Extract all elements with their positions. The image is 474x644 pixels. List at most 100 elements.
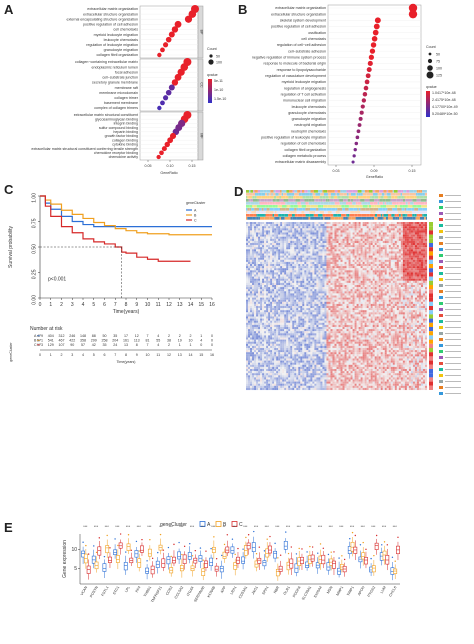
heatmap-cell [302, 306, 305, 309]
heatmap-cell [270, 232, 273, 235]
heatmap-cell [318, 222, 321, 225]
heatmap-cell [360, 247, 363, 250]
legend-q-value: 4.17700*10e-49 [432, 105, 458, 109]
heatmap-cell [292, 314, 295, 317]
x-tick-label: 15 [198, 302, 204, 308]
heatmap-cell [352, 282, 355, 286]
heatmap-cell [306, 306, 309, 309]
heatmap-cell [308, 228, 311, 231]
heatmap-cell [422, 308, 426, 311]
heatmap-cell [248, 306, 251, 309]
heatmap-cell [358, 291, 361, 294]
panel-c-letter: C [4, 182, 14, 197]
heatmap-cell [420, 243, 424, 246]
heatmap-cell [340, 285, 343, 288]
heatmap-cell [352, 240, 355, 244]
heatmap-cell [402, 266, 405, 269]
heatmap-cell [294, 247, 297, 250]
heatmap-cell [404, 306, 407, 309]
heatmap-cell [326, 226, 329, 229]
annotation-cell [393, 205, 396, 208]
heatmap-cell [366, 293, 369, 296]
heatmap-cell [276, 276, 279, 279]
heatmap-cell [290, 297, 293, 300]
heatmap-cell [410, 285, 413, 288]
heatmap-cell [308, 274, 311, 277]
heatmap-cell [276, 234, 279, 237]
heatmap-cell [292, 297, 295, 300]
annotation-cell [355, 205, 360, 208]
heatmap-cell [264, 261, 267, 265]
heatmap-cell [284, 249, 287, 252]
heatmap-cell [250, 303, 253, 307]
heatmap-cell [312, 222, 315, 225]
heatmap-cell [326, 303, 329, 307]
heatmap-cell [296, 232, 299, 235]
annotation-cell [309, 214, 314, 217]
heatmap-cell [312, 270, 315, 273]
heatmap-cell [310, 261, 313, 265]
annotation-cell [386, 193, 388, 196]
heatmap-cell [260, 261, 263, 265]
heatmap-cell [360, 236, 363, 239]
heatmap-cell [276, 230, 279, 233]
annotation-cell [420, 202, 425, 205]
heatmap-cell [274, 245, 277, 248]
heatmap-cell [358, 299, 361, 302]
annotation-cell [301, 193, 306, 196]
heatmap-cell [388, 224, 391, 227]
heatmap-cell [292, 264, 295, 267]
annotation-cell [408, 211, 412, 214]
heatmap-cell [424, 264, 428, 267]
heatmap-cell [396, 266, 399, 269]
heatmap-cell [246, 306, 249, 309]
heatmap-cell [342, 232, 345, 235]
heatmap-cell [254, 230, 257, 233]
annotation-cell [282, 205, 287, 208]
heatmap-cell [302, 222, 305, 225]
heatmap-cell [278, 238, 281, 241]
heatmap-cell [422, 289, 426, 292]
annotation-cell [424, 193, 427, 196]
heatmap-cell [394, 264, 397, 267]
term-label: collagen metabolic process [283, 154, 327, 158]
heatmap-cell [380, 297, 383, 300]
heatmap-cell [346, 293, 349, 296]
heatmap-cell [262, 293, 265, 296]
data-dot [369, 48, 376, 54]
heatmap-cell [288, 222, 291, 225]
heatmap-cell [386, 232, 389, 235]
heatmap-cell [298, 234, 301, 237]
heatmap-cell [308, 247, 311, 250]
heatmap-cell [276, 312, 279, 315]
heatmap-cell [308, 312, 311, 315]
heatmap-cell [336, 249, 339, 252]
heatmap-cell [300, 249, 303, 252]
heatmap-cell [406, 278, 409, 281]
heatmap-cell [346, 222, 349, 225]
heatmap-cell [388, 257, 391, 260]
heatmap-cell [402, 282, 405, 286]
annotation-cell [330, 217, 335, 220]
heatmap-cell [338, 276, 341, 279]
annotation-cell [388, 214, 390, 217]
heatmap-cell [320, 274, 323, 277]
heatmap-cell [278, 312, 281, 315]
heatmap-cell [246, 308, 249, 311]
heatmap-cell [402, 234, 405, 237]
annotation-cell [418, 208, 423, 211]
heatmap-cell [334, 276, 337, 279]
heatmap-cell [314, 228, 317, 231]
heatmap-cell [308, 230, 311, 233]
heatmap-cell [406, 301, 409, 304]
heatmap-cell [342, 224, 345, 227]
heatmap-cell [322, 234, 325, 237]
heatmap-cell [296, 257, 299, 260]
heatmap-cell [422, 243, 426, 246]
heatmap-cell [336, 272, 339, 275]
heatmap-cell [272, 222, 275, 225]
annotation-cell [292, 190, 295, 193]
heatmap-cell [258, 232, 261, 235]
heatmap-cell [298, 303, 301, 307]
annotation-cell [416, 190, 419, 193]
